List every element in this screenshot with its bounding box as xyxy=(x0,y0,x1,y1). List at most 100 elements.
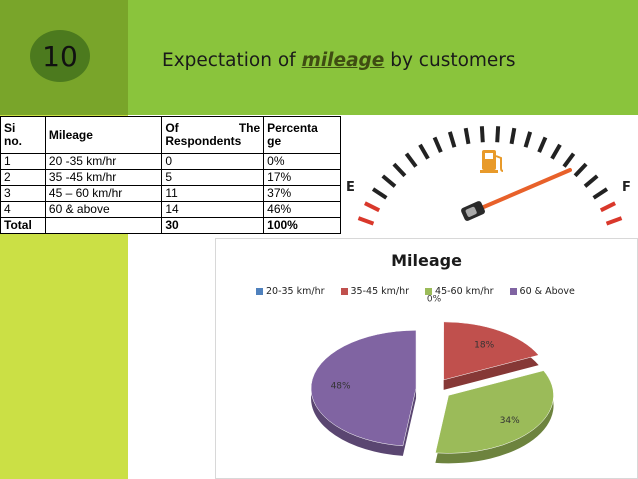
cell-sino: 2 xyxy=(0,169,46,186)
cell-sino: 3 xyxy=(0,185,46,202)
cell-mileage: 45 – 60 km/hr xyxy=(44,185,163,202)
cell-total-percentage: 100% xyxy=(263,217,341,234)
pie-data-label: 18% xyxy=(474,341,494,351)
cell-percentage: 17% xyxy=(263,169,341,186)
header-percentage-line1: Percenta xyxy=(267,121,318,135)
legend-label: 45-60 km/hr xyxy=(435,286,494,297)
gauge-tick xyxy=(583,174,599,188)
legend-item: 20-35 km/hr xyxy=(256,286,325,297)
chart-title: Mileage xyxy=(391,251,462,270)
gauge-tick xyxy=(573,162,588,178)
pie-data-label: 48% xyxy=(331,382,351,392)
gauge-ticks xyxy=(357,126,623,226)
pie-slices xyxy=(310,321,554,464)
header-respondents-line1: Of The xyxy=(165,122,260,135)
pie-slice xyxy=(443,321,540,381)
header-respondents-line2: Respondents xyxy=(165,134,242,148)
header-right-panel xyxy=(128,0,638,115)
legend-item: 45-60 km/hr xyxy=(425,286,494,297)
gauge-tick xyxy=(605,216,623,226)
title-prefix: Expectation of xyxy=(162,50,302,71)
cell-percentage: 46% xyxy=(263,201,341,218)
pie-slice xyxy=(435,370,554,454)
fuel-pump-icon xyxy=(480,150,504,173)
gauge-tick xyxy=(363,201,381,213)
slide-number-badge: 10 xyxy=(30,30,90,82)
title-suffix: by customers xyxy=(384,50,516,71)
pie-labels: 0% 18% 34% 48% xyxy=(331,295,521,426)
pie-data-label: 34% xyxy=(500,416,520,426)
gauge-tick xyxy=(432,136,443,153)
header-sino-line2: no. xyxy=(4,134,22,148)
gauge-tick xyxy=(479,126,485,143)
mileage-table: Si no. Mileage Of The Respondents Percen… xyxy=(0,116,341,234)
gauge-tick xyxy=(537,136,548,153)
pie-chart-panel: 0% 18% 34% 48% Mileage 20-35 km/hr 35-45 km/… xyxy=(215,238,638,479)
gauge-tick xyxy=(509,127,517,145)
table-row: 2 35 -45 km/hr 5 17% xyxy=(0,169,341,186)
legend-swatch xyxy=(509,288,517,295)
gauge-tick xyxy=(357,216,375,226)
gauge-tick xyxy=(550,143,562,160)
header-percentage: Percenta ge xyxy=(263,116,341,154)
gauge-tick xyxy=(371,187,388,200)
cell-total-empty xyxy=(44,217,163,234)
legend-label: 60 & Above xyxy=(519,286,575,297)
cell-respondents: 11 xyxy=(161,185,265,202)
header-sino-line1: Si xyxy=(4,121,16,135)
cell-total-label: Total xyxy=(0,217,46,234)
chart-legend: 20-35 km/hr 35-45 km/hr 45-60 km/hr 60 & Ab… xyxy=(256,286,575,297)
cell-respondents: 14 xyxy=(161,201,265,218)
table-total-row: Total 30 100% xyxy=(0,217,341,234)
legend-item: 60 & Above xyxy=(509,286,575,297)
cell-sino: 1 xyxy=(0,153,46,170)
header-of: Of xyxy=(165,121,179,135)
slide-title: Expectation of mileage by customers xyxy=(162,50,516,71)
title-emphasis: mileage xyxy=(301,50,385,71)
gauge-tick xyxy=(418,143,430,160)
fuel-gauge-image: E F xyxy=(342,116,638,238)
cell-sino: 4 xyxy=(0,201,46,218)
cell-mileage: 60 & above xyxy=(44,201,163,218)
gauge-tick xyxy=(463,127,471,145)
cell-respondents: 5 xyxy=(161,169,265,186)
gauge-needle-hub-cap xyxy=(465,206,477,217)
header-percentage-line2: ge xyxy=(267,134,282,148)
header-mileage: Mileage xyxy=(44,116,163,154)
cell-respondents: 0 xyxy=(161,153,265,170)
gauge-tick xyxy=(562,152,576,168)
table-row: 1 20 -35 km/hr 0 0% xyxy=(0,153,341,170)
legend-label: 35-45 km/hr xyxy=(350,286,410,297)
gauge-tick xyxy=(392,162,407,178)
table-row: 3 45 – 60 km/hr 11 37% xyxy=(0,185,341,202)
gauge-tick xyxy=(599,201,617,213)
table-row: 4 60 & above 14 46% xyxy=(0,201,341,218)
gauge-needle xyxy=(470,168,572,214)
gauge-tick xyxy=(523,131,533,148)
legend-swatch xyxy=(425,288,433,295)
legend-swatch xyxy=(256,288,263,295)
cell-mileage: 35 -45 km/hr xyxy=(44,169,163,186)
pie-data-label: 0% xyxy=(427,295,442,305)
gauge-tick xyxy=(592,187,609,200)
gauge-tick xyxy=(381,174,397,188)
header-sino: Si no. xyxy=(0,116,46,154)
legend-swatch xyxy=(340,288,348,295)
legend-item: 35-45 km/hr xyxy=(340,286,410,297)
cell-mileage: 20 -35 km/hr xyxy=(44,153,163,170)
gauge-tick xyxy=(404,152,418,168)
fuel-gauge-svg: E F xyxy=(346,126,631,226)
gauge-full-label: F xyxy=(622,180,631,195)
gauge-tick xyxy=(495,126,501,143)
header-respondents: Of The Respondents xyxy=(161,116,265,154)
cell-percentage: 0% xyxy=(263,153,341,170)
pie-chart-svg: 0% 18% 34% 48% xyxy=(310,295,554,464)
header-the: The xyxy=(238,121,261,135)
gauge-empty-label: E xyxy=(346,180,355,195)
gauge-tick xyxy=(447,131,457,148)
table-header-row: Si no. Mileage Of The Respondents Percen… xyxy=(0,116,341,154)
cell-total-respondents: 30 xyxy=(161,217,265,234)
legend-label: 20-35 km/hr xyxy=(266,286,325,297)
pie-slice xyxy=(310,330,417,447)
cell-percentage: 37% xyxy=(263,185,341,202)
